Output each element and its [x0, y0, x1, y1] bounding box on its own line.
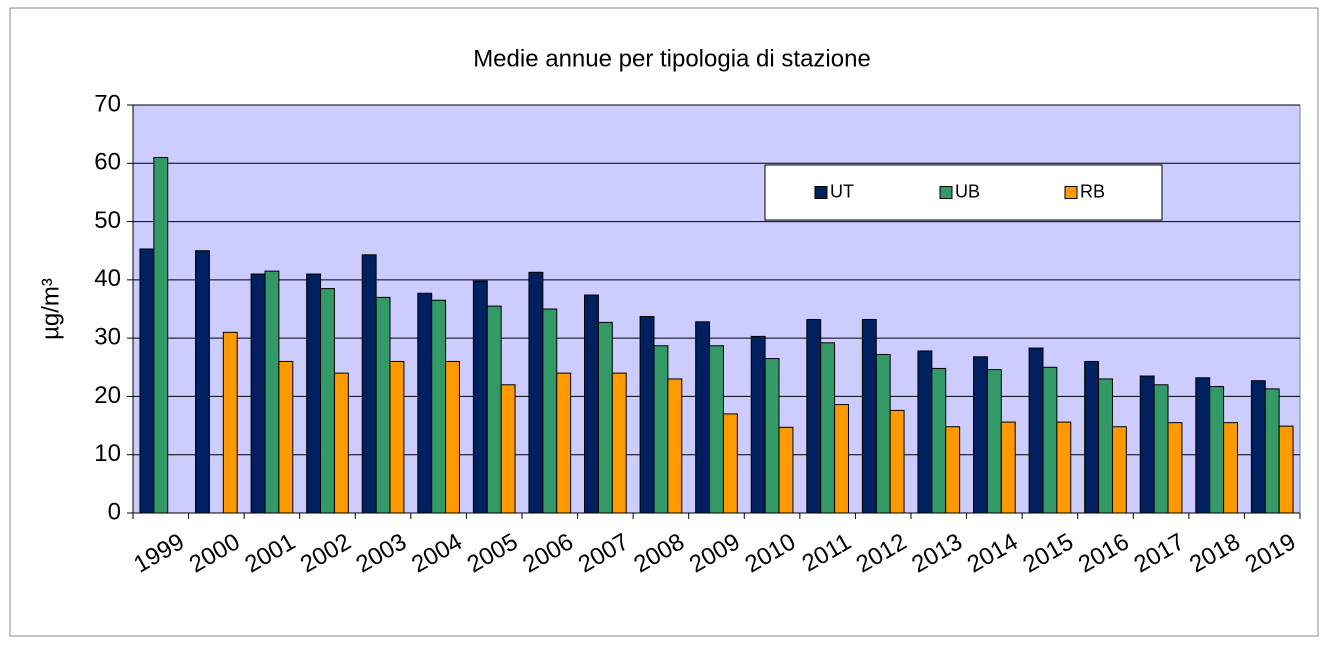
bar	[1167, 422, 1183, 514]
bar	[917, 350, 933, 514]
y-tick-label: 70	[94, 90, 121, 117]
bar	[639, 316, 655, 514]
bar	[389, 360, 405, 514]
bar	[806, 318, 822, 514]
bar	[278, 360, 294, 514]
bar	[764, 358, 780, 514]
bar	[861, 318, 877, 514]
bar	[1000, 421, 1016, 514]
bar	[1278, 425, 1294, 514]
bar	[472, 280, 488, 514]
bar	[1153, 384, 1169, 514]
y-tick-label: 40	[94, 265, 121, 292]
legend-label: UB	[955, 181, 980, 201]
bar	[375, 296, 391, 514]
bar	[153, 156, 169, 514]
bar	[264, 270, 280, 514]
bar	[528, 271, 544, 514]
bar	[1139, 375, 1155, 514]
bar	[945, 426, 961, 514]
bar	[722, 413, 738, 514]
bar	[986, 369, 1002, 514]
legend-label: RB	[1080, 181, 1105, 201]
bar	[889, 409, 905, 514]
bar	[820, 342, 836, 514]
legend-label: UT	[830, 181, 854, 201]
bar	[1264, 388, 1280, 514]
y-tick-label: 0	[108, 498, 121, 525]
legend-box	[764, 164, 1163, 221]
bar	[486, 305, 502, 514]
bar	[250, 273, 266, 514]
bar	[611, 372, 627, 514]
bar	[1084, 360, 1100, 514]
legend-swatch	[939, 186, 953, 199]
bar	[1098, 378, 1113, 514]
bar	[195, 250, 210, 514]
y-tick-label: 50	[94, 207, 121, 234]
bar	[1209, 386, 1225, 514]
bar	[542, 308, 558, 514]
bar	[931, 367, 947, 514]
y-tick-label: 60	[94, 149, 121, 176]
bar	[1028, 347, 1044, 514]
legend-swatch	[814, 186, 828, 199]
bar	[875, 353, 891, 514]
bar	[306, 273, 322, 514]
bar	[667, 378, 683, 514]
bar	[333, 372, 349, 514]
bar	[1042, 366, 1058, 514]
bar	[1195, 377, 1211, 514]
bar	[556, 372, 572, 514]
bar	[834, 404, 849, 514]
bar	[597, 321, 613, 514]
legend-swatch	[1064, 186, 1078, 199]
bar	[417, 292, 433, 514]
bar	[1223, 422, 1238, 514]
bar	[222, 331, 238, 514]
bar	[778, 426, 794, 514]
bar	[1250, 380, 1266, 514]
bar	[1056, 421, 1072, 514]
bar	[431, 299, 447, 514]
bar	[361, 254, 377, 514]
bar	[695, 321, 711, 514]
bar	[445, 360, 460, 514]
bar	[320, 288, 335, 514]
y-tick-label: 10	[94, 440, 121, 467]
bar	[1111, 426, 1127, 514]
bar	[750, 335, 766, 514]
y-tick-label: 20	[94, 382, 121, 409]
bar	[139, 248, 155, 514]
chart-title: Medie annue per tipologia di stazione	[473, 45, 871, 72]
y-axis-label: µg/m³	[37, 278, 64, 340]
bar	[584, 294, 599, 514]
bar	[653, 345, 669, 514]
bar	[500, 384, 516, 514]
bar	[709, 345, 724, 514]
y-tick-label: 30	[94, 323, 121, 350]
bar	[973, 356, 988, 514]
